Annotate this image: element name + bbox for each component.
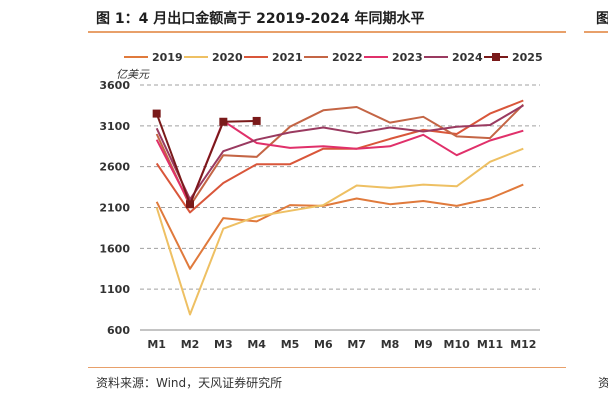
- x-tick-label: M9: [414, 338, 433, 351]
- x-tick-label: M2: [181, 338, 200, 351]
- footer-rule: [88, 367, 566, 368]
- cut-source-fragment: 资: [598, 376, 608, 390]
- series-marker-2025: [219, 117, 228, 126]
- legend-label: 2021: [272, 51, 303, 64]
- series-line-2023: [155, 119, 524, 206]
- x-tick-label: M1: [147, 338, 166, 351]
- y-tick-label: 600: [107, 324, 130, 337]
- y-tick-label: 3100: [99, 120, 130, 133]
- y-tick-label: 1600: [99, 242, 130, 255]
- x-tick-label: M3: [214, 338, 233, 351]
- x-tick-label: M6: [314, 338, 333, 351]
- legend-label: 2022: [332, 51, 363, 64]
- series-marker-2025: [152, 109, 161, 118]
- y-unit-label: 亿美元: [116, 68, 150, 81]
- y-tick-label: 2600: [99, 161, 130, 174]
- legend-label: 2023: [392, 51, 423, 64]
- title-rule: [88, 31, 566, 33]
- series-marker-2025: [252, 116, 261, 125]
- legend-label: 2020: [212, 51, 243, 64]
- cut-title-fragment: 图: [596, 11, 608, 27]
- series-marker-2025: [186, 200, 194, 209]
- x-tick-label: M7: [347, 338, 366, 351]
- series-line-2024: [155, 104, 524, 201]
- series-line-2022: [155, 103, 525, 207]
- legend-label: 2019: [152, 51, 183, 64]
- x-tick-label: M10: [444, 338, 471, 351]
- series-line-2025: [155, 113, 257, 206]
- series-line-2021: [155, 99, 524, 214]
- legend-marker-2025: [492, 53, 500, 61]
- chart-title: 图 1：4 月出口金额高于 22019-2024 年同期水平: [96, 11, 425, 27]
- x-tick-label: M11: [477, 338, 503, 351]
- series-line-2019: [155, 183, 524, 270]
- x-tick-label: M4: [247, 338, 266, 351]
- x-tick-label: M12: [510, 338, 536, 351]
- series-line-2020: [155, 147, 524, 316]
- source-note: 资料来源：Wind，天风证券研究所: [96, 376, 283, 390]
- y-tick-label: 3600: [99, 79, 130, 92]
- y-tick-label: 2100: [99, 202, 130, 215]
- side-title-rule: [584, 31, 608, 33]
- x-tick-label: M5: [281, 338, 300, 351]
- x-tick-label: M8: [381, 338, 400, 351]
- legend-label: 2025: [512, 51, 543, 64]
- y-tick-label: 1100: [99, 283, 130, 296]
- legend-label: 2024: [452, 51, 483, 64]
